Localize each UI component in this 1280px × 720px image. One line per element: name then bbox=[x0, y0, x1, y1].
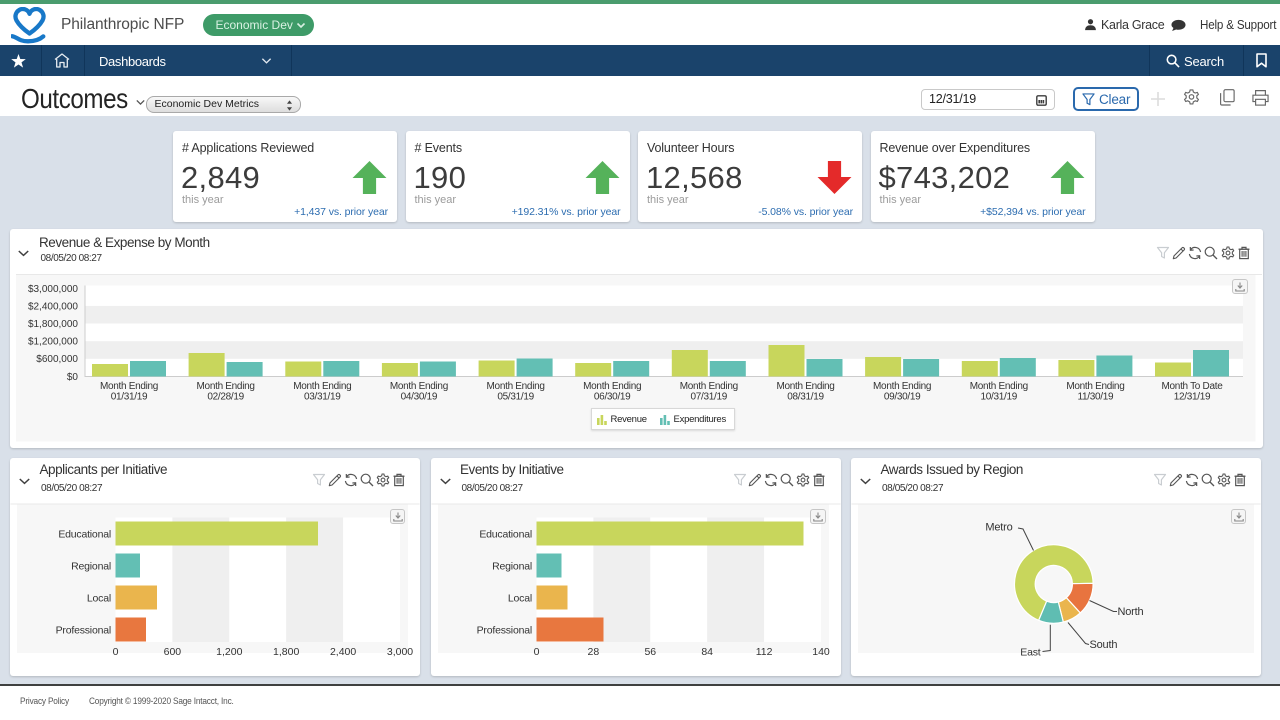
svg-text:Month To Date: Month To Date bbox=[1162, 381, 1224, 392]
svg-text:Month Ending: Month Ending bbox=[197, 381, 255, 392]
svg-text:11/30/19: 11/30/19 bbox=[1078, 392, 1115, 403]
svg-text:Educational: Educational bbox=[479, 528, 532, 540]
svg-text:Metro: Metro bbox=[985, 521, 1012, 533]
svg-text:Month Ending: Month Ending bbox=[776, 381, 834, 392]
svg-text:0: 0 bbox=[533, 646, 539, 658]
svg-text:Month Ending: Month Ending bbox=[873, 381, 931, 392]
svg-text:South: South bbox=[1090, 639, 1118, 651]
svg-text:56: 56 bbox=[644, 646, 656, 658]
svg-text:Month Ending: Month Ending bbox=[583, 381, 641, 392]
svg-text:Educational: Educational bbox=[58, 528, 111, 540]
svg-text:Regional: Regional bbox=[492, 560, 532, 572]
svg-text:Local: Local bbox=[507, 592, 531, 604]
svg-text:1,200: 1,200 bbox=[216, 646, 242, 658]
svg-text:2,400: 2,400 bbox=[330, 646, 356, 658]
svg-text:3,000: 3,000 bbox=[387, 646, 413, 658]
svg-text:600: 600 bbox=[164, 646, 182, 658]
svg-text:08/31/19: 08/31/19 bbox=[787, 392, 824, 403]
svg-text:Month Ending: Month Ending bbox=[1066, 381, 1124, 392]
svg-text:140: 140 bbox=[812, 646, 830, 658]
svg-text:Professional: Professional bbox=[56, 624, 111, 636]
svg-text:$2,400,000: $2,400,000 bbox=[28, 302, 78, 313]
svg-text:112: 112 bbox=[755, 646, 772, 658]
svg-text:North: North bbox=[1118, 606, 1144, 618]
svg-text:$1,200,000: $1,200,000 bbox=[28, 337, 78, 348]
svg-text:84: 84 bbox=[701, 646, 713, 658]
svg-text:$600,000: $600,000 bbox=[36, 354, 78, 365]
svg-text:0: 0 bbox=[113, 646, 119, 658]
svg-text:03/31/19: 03/31/19 bbox=[304, 392, 341, 403]
svg-text:04/30/19: 04/30/19 bbox=[401, 392, 438, 403]
svg-text:09/30/19: 09/30/19 bbox=[884, 392, 921, 403]
svg-text:$3,000,000: $3,000,000 bbox=[28, 284, 78, 295]
svg-text:East: East bbox=[1020, 646, 1040, 658]
svg-text:Month Ending: Month Ending bbox=[100, 381, 158, 392]
svg-text:Professional: Professional bbox=[476, 624, 531, 636]
svg-text:1,800: 1,800 bbox=[273, 646, 299, 658]
svg-text:12/31/19: 12/31/19 bbox=[1174, 392, 1211, 403]
svg-text:$1,800,000: $1,800,000 bbox=[28, 319, 78, 330]
svg-text:Month Ending: Month Ending bbox=[970, 381, 1028, 392]
svg-text:28: 28 bbox=[587, 646, 599, 658]
svg-text:$0: $0 bbox=[67, 372, 79, 383]
svg-text:07/31/19: 07/31/19 bbox=[691, 392, 728, 403]
svg-text:01/31/19: 01/31/19 bbox=[111, 392, 148, 403]
svg-text:05/31/19: 05/31/19 bbox=[497, 392, 534, 403]
svg-text:06/30/19: 06/30/19 bbox=[594, 392, 631, 403]
svg-text:Month Ending: Month Ending bbox=[680, 381, 738, 392]
svg-text:10/31/19: 10/31/19 bbox=[981, 392, 1018, 403]
svg-text:Regional: Regional bbox=[71, 560, 111, 572]
svg-text:02/28/19: 02/28/19 bbox=[207, 392, 244, 403]
svg-text:Month Ending: Month Ending bbox=[487, 381, 545, 392]
svg-text:Month Ending: Month Ending bbox=[390, 381, 448, 392]
svg-text:Month Ending: Month Ending bbox=[293, 381, 351, 392]
svg-text:Local: Local bbox=[87, 592, 111, 604]
